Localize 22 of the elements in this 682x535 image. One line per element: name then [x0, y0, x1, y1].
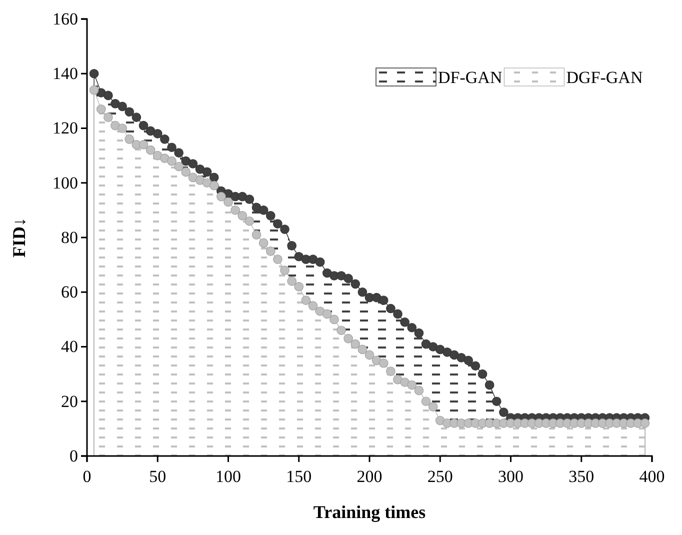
- x-tick-label: 400: [639, 467, 665, 486]
- legend-label: DGF-GAN: [566, 68, 643, 87]
- y-tick-label: 60: [61, 282, 78, 302]
- x-tick-label: 300: [498, 467, 524, 486]
- x-tick-label: 150: [286, 467, 312, 486]
- y-tick-label: 100: [52, 173, 78, 192]
- x-tick-label: 0: [82, 467, 92, 486]
- y-tick-label: 160: [52, 9, 78, 28]
- x-tick-label: 350: [568, 467, 594, 486]
- y-tick-label: 0: [70, 446, 78, 466]
- x-tick-label: 100: [216, 467, 241, 486]
- x-tick-label: 50: [149, 467, 166, 486]
- legend-label: DF-GAN: [438, 68, 502, 87]
- y-tick-label: 140: [52, 64, 78, 84]
- y-tick-label: 40: [61, 337, 78, 356]
- x-axis-title: Training times: [313, 502, 426, 522]
- y-tick-label: 80: [61, 228, 78, 247]
- x-tick-label: 250: [427, 467, 453, 486]
- y-tick-label: 120: [52, 118, 78, 138]
- y-axis-title: FID↓: [9, 218, 29, 258]
- y-tick-label: 20: [61, 392, 78, 411]
- x-tick-label: 200: [356, 467, 382, 486]
